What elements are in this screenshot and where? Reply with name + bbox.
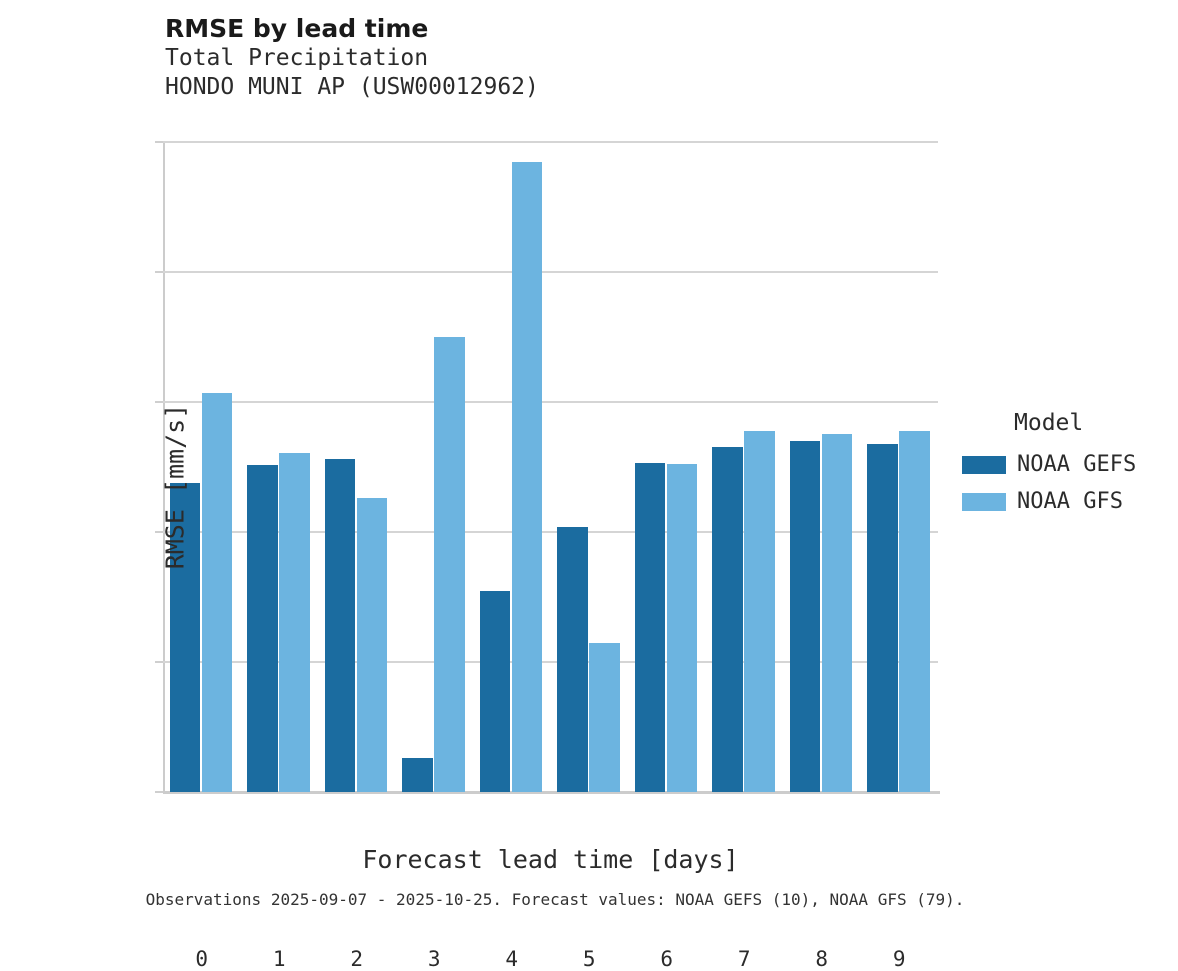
- bar-noaa-gefs-day-6: [634, 463, 666, 792]
- legend-label: NOAA GFS: [1017, 489, 1123, 514]
- x-axis-line: [163, 791, 940, 794]
- chart-subtitle-station: HONDO MUNI AP (USW00012962): [165, 74, 539, 100]
- x-tick-label: 6: [660, 947, 674, 971]
- x-tick-label: 1: [272, 947, 286, 971]
- bar-noaa-gefs-day-9: [867, 443, 898, 792]
- y-tick-mark: [155, 531, 163, 533]
- y-axis-title: RMSE [mm/s]: [160, 403, 190, 570]
- y-tick-mark: [155, 661, 163, 663]
- x-tick-label: 7: [737, 947, 751, 971]
- x-tick-label: 9: [892, 947, 906, 971]
- gridline: [163, 531, 938, 533]
- x-axis-title: Forecast lead time [days]: [362, 845, 739, 874]
- legend-item-noaa-gfs[interactable]: NOAA GFS: [962, 486, 1178, 518]
- bar-noaa-gefs-day-3: [402, 758, 433, 792]
- y-tick-mark: [155, 401, 163, 403]
- legend-title: Model: [1014, 410, 1084, 436]
- y-tick-mark: [155, 271, 163, 273]
- legend: Model NOAA GEFS NOAA GFS: [962, 410, 1178, 523]
- plot-area: 0.00000.00020.00040.00060.00080.0010 012…: [155, 141, 938, 970]
- bar-noaa-gfs-day-7: [744, 430, 775, 792]
- page-title: RMSE by lead time: [165, 14, 429, 43]
- legend-entries: NOAA GEFS NOAA GFS: [962, 449, 1178, 518]
- gridline: [163, 271, 938, 273]
- bar-noaa-gefs-day-4: [479, 591, 511, 792]
- x-tick-label: 0: [195, 947, 209, 971]
- bar-noaa-gefs-day-8: [789, 441, 821, 792]
- chart-figure: RMSE by lead time Total Precipitation HO…: [145, 14, 1178, 970]
- gridline: [163, 401, 938, 403]
- bar-noaa-gefs-day-1: [247, 465, 278, 792]
- bar-noaa-gfs-day-9: [899, 430, 930, 792]
- x-tick-label: 4: [505, 947, 519, 971]
- bar-noaa-gfs-day-5: [589, 643, 620, 792]
- bar-noaa-gefs-day-2: [324, 459, 356, 792]
- bar-noaa-gefs-day-0: [169, 483, 201, 792]
- x-tick-label: 8: [815, 947, 829, 971]
- bar-noaa-gfs-day-2: [356, 498, 388, 792]
- chart-subtitle-variable: Total Precipitation: [165, 45, 429, 71]
- bar-noaa-gfs-day-1: [279, 453, 310, 792]
- legend-swatch-icon: [962, 456, 1006, 474]
- y-axis-line: [163, 142, 165, 794]
- legend-item-noaa-gefs[interactable]: NOAA GEFS: [962, 449, 1178, 481]
- y-tick-mark: [155, 791, 163, 793]
- bar-noaa-gefs-day-7: [712, 446, 743, 792]
- legend-swatch-icon: [962, 493, 1006, 511]
- x-tick-label: 3: [427, 947, 441, 971]
- gridline: [163, 141, 938, 143]
- x-tick-label: 5: [582, 947, 596, 971]
- gridline: [163, 661, 938, 663]
- title-block: RMSE by lead time Total Precipitation HO…: [165, 14, 965, 102]
- bar-noaa-gfs-day-8: [821, 433, 853, 792]
- x-tick-label: 2: [350, 947, 364, 971]
- legend-label: NOAA GEFS: [1017, 452, 1137, 477]
- footer-note: Observations 2025-09-07 - 2025-10-25. Fo…: [145, 890, 965, 909]
- y-tick-mark: [155, 141, 163, 143]
- bar-noaa-gefs-day-5: [557, 526, 588, 792]
- bar-noaa-gfs-day-6: [666, 464, 698, 792]
- bar-noaa-gfs-day-4: [511, 161, 543, 792]
- bar-noaa-gfs-day-3: [434, 337, 465, 792]
- bar-noaa-gfs-day-0: [201, 392, 233, 792]
